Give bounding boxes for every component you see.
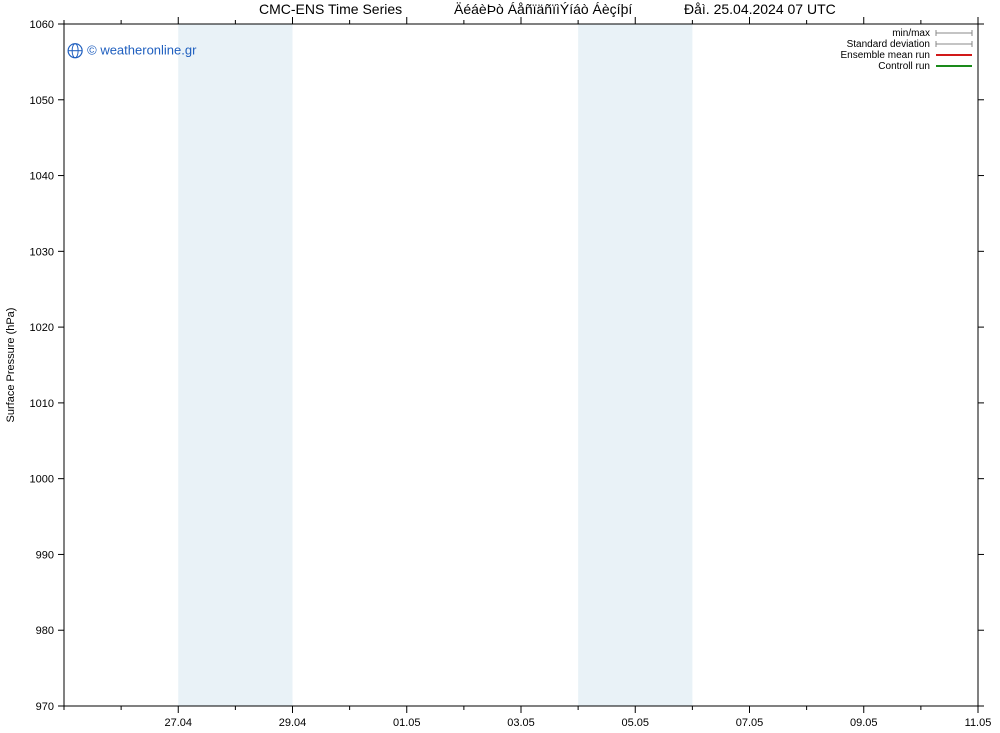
chart-title: CMC-ENS Time Series ÄéáèÞò ÁåñïäñïìÝíáò Á…	[259, 1, 836, 17]
weekend-band	[178, 24, 292, 706]
svg-text:CMC-ENS Time Series: CMC-ENS Time Series	[259, 1, 402, 17]
x-tick-label: 27.04	[164, 717, 192, 729]
svg-text:ÄéáèÞò ÁåñïäñïìÝíáò Áèçíþí: ÄéáèÞò ÁåñïäñïìÝíáò Áèçíþí	[454, 1, 632, 17]
y-tick-label: 1040	[30, 171, 54, 183]
legend-item-label: Controll run	[878, 61, 930, 72]
x-tick-label: 11.05	[965, 717, 992, 729]
y-tick-label: 970	[36, 701, 54, 713]
y-tick-label: 1010	[30, 398, 54, 410]
legend-item-label: min/max	[892, 28, 930, 39]
x-tick-label: 29.04	[279, 717, 307, 729]
y-tick-label: 980	[36, 625, 54, 637]
x-tick-label: 05.05	[621, 717, 649, 729]
y-tick-label: 1020	[30, 322, 54, 334]
x-tick-label: 07.05	[736, 717, 764, 729]
surface-pressure-chart: 970 980 990 1000 1010 1020 1030 1040 1050 1060 27.…	[0, 0, 1000, 733]
legend-item-label: Ensemble mean run	[841, 50, 931, 61]
watermark-text: © weatheronline.gr	[87, 43, 197, 58]
legend-item-label: Standard deviation	[847, 39, 930, 50]
weekend-band	[578, 24, 692, 706]
x-tick-label: 09.05	[850, 717, 878, 729]
watermark: © weatheronline.gr	[68, 43, 197, 58]
y-tick-label: 990	[36, 549, 54, 561]
y-axis-label: Surface Pressure (hPa)	[5, 308, 17, 423]
svg-text:Ðåì. 25.04.2024 07 UTC: Ðåì. 25.04.2024 07 UTC	[684, 1, 836, 17]
y-tick-label: 1050	[30, 95, 54, 107]
y-tick-label: 1000	[30, 474, 54, 486]
y-tick-label: 1030	[30, 246, 54, 258]
x-tick-label: 03.05	[507, 717, 535, 729]
x-tick-label: 01.05	[393, 717, 421, 729]
chart-svg: 970 980 990 1000 1010 1020 1030 1040 1050 1060 27.…	[0, 0, 1000, 733]
y-tick-label: 1060	[30, 19, 54, 31]
